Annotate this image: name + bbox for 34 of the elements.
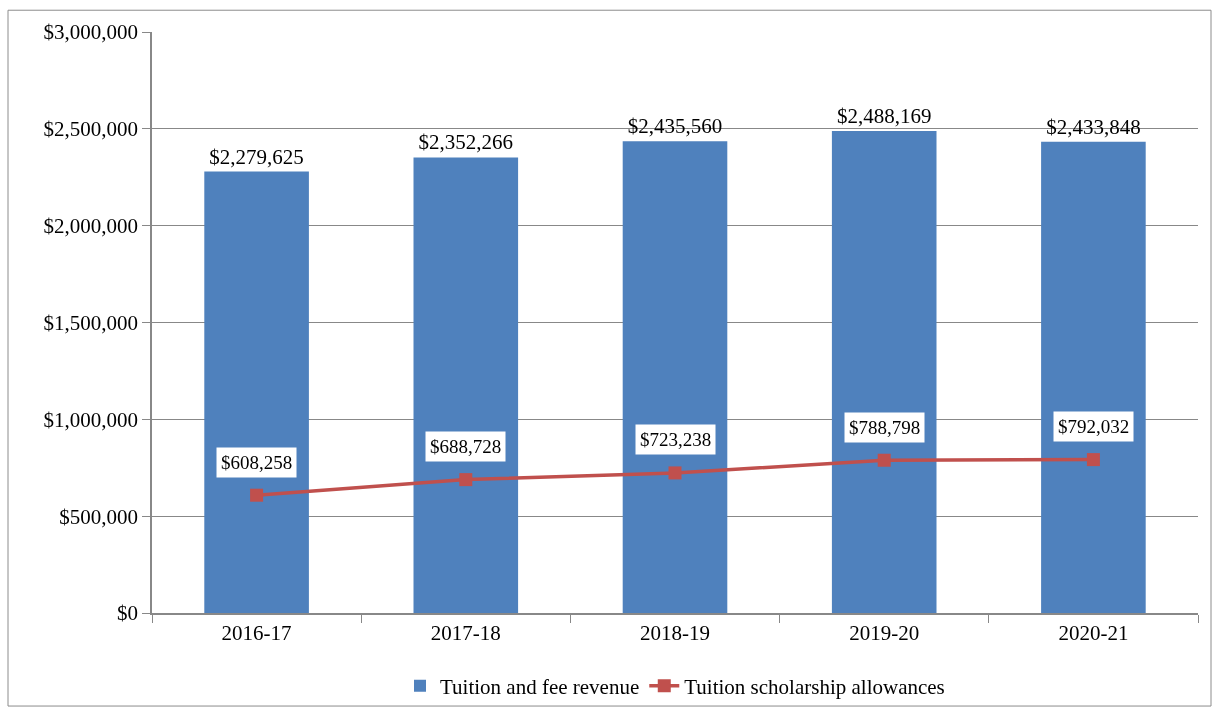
bar — [831, 131, 937, 613]
data-label: $2,279,625 — [209, 144, 304, 169]
data-label: $608,258 — [221, 452, 293, 473]
legend-label: Tuition and fee revenue — [440, 675, 640, 700]
point — [250, 488, 264, 502]
bar — [1041, 141, 1146, 613]
data-label: $792,032 — [1058, 416, 1130, 437]
data-label: $788,798 — [849, 417, 921, 438]
x-tick-label: 2018-19 — [640, 620, 710, 645]
x-tick-label: 2019-20 — [849, 620, 920, 645]
data-label: $688,728 — [430, 436, 502, 457]
point — [877, 453, 891, 467]
bar — [204, 171, 309, 613]
bar — [413, 157, 519, 613]
x-tick-label: 2017-18 — [430, 620, 501, 645]
y-tick-label: $2,000,000 — [43, 214, 139, 239]
y-tick-label: $1,500,000 — [43, 310, 139, 335]
y-tick-label: $1,000,000 — [43, 407, 139, 432]
data-label: $2,435,560 — [627, 114, 723, 139]
y-tick-label: $3,000,000 — [43, 20, 139, 45]
y-tick-label: $2,500,000 — [43, 117, 139, 142]
point — [668, 466, 682, 480]
data-label: $2,352,266 — [418, 130, 514, 155]
y-tick-label: $500,000 — [59, 504, 139, 529]
x-tick-label: 2016-17 — [221, 620, 292, 645]
bar — [622, 141, 728, 613]
point — [1086, 453, 1100, 467]
data-label: $723,238 — [640, 429, 712, 450]
y-tick-label: $0 — [117, 601, 139, 626]
data-label: $2,488,169 — [836, 104, 932, 129]
data-label: $2,433,848 — [1046, 114, 1141, 139]
legend-label: Tuition scholarship allowances — [684, 675, 945, 700]
point — [459, 473, 473, 487]
x-tick-label: 2020-21 — [1058, 620, 1129, 645]
